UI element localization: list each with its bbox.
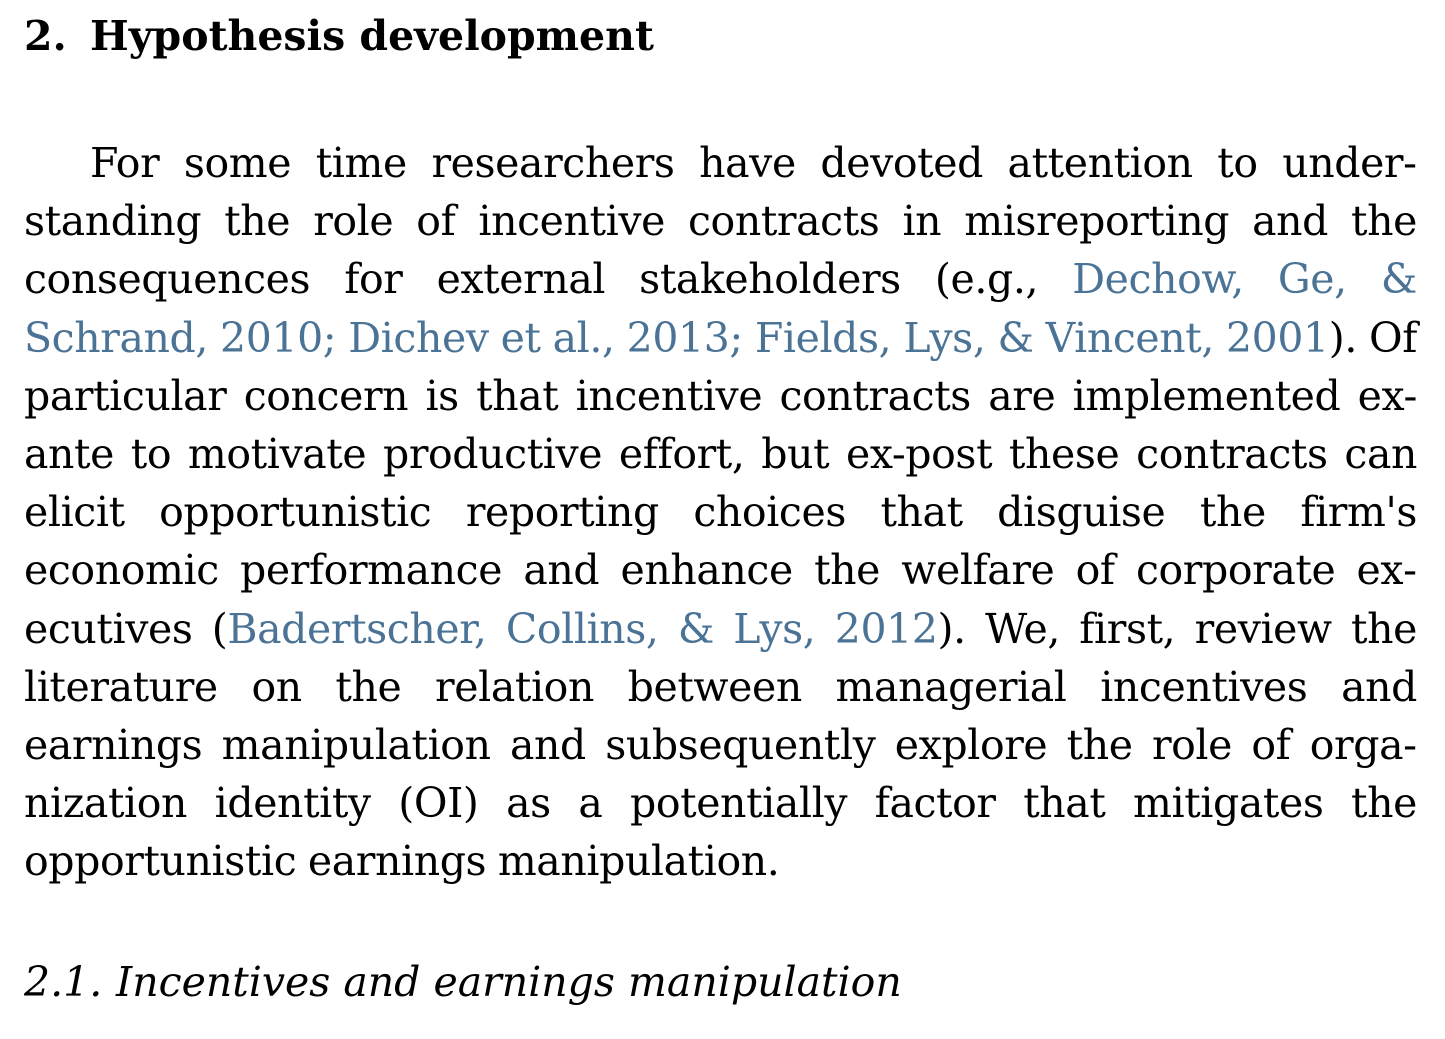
paragraph-text-3: ). We, first, review the literature on t… [24, 604, 1418, 886]
section-number: 2. [24, 12, 67, 60]
citation-link-dechow-dichev-fields[interactable]: Dechow, Ge, & Schrand, 2010; Dichev et a… [24, 255, 1417, 362]
subsection-heading: 2.1. Incentives and earnings manipulation [24, 953, 1417, 1011]
subsection-title: Incentives and earnings manipulation [116, 957, 902, 1006]
citation-link-badertscher[interactable]: Badertscher, Collins, & Lys, 2012 [227, 604, 938, 653]
paragraph-text-2: ). Of particular concern is that incenti… [24, 313, 1417, 653]
section-heading: 2. Hypothesis development [24, 0, 1417, 62]
paragraph-text-1: For some time researchers have devoted a… [24, 139, 1417, 304]
subsection-number: 2.1. [24, 957, 103, 1006]
article-page: 2. Hypothesis development For some time r… [24, 0, 1417, 1011]
body-paragraph: For some time researchers have devoted a… [24, 134, 1417, 891]
section-title: Hypothesis development [90, 12, 654, 60]
